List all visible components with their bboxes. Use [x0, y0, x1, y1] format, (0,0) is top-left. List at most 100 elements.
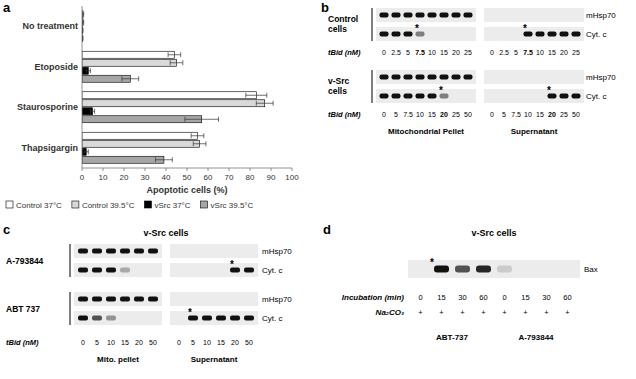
- band: [230, 316, 240, 321]
- error-cap: [266, 93, 267, 98]
- band: [572, 13, 581, 18]
- error-bar: [191, 133, 204, 138]
- panel-letter: c: [3, 222, 10, 237]
- error-cap: [182, 60, 183, 65]
- error-cap: [90, 109, 91, 114]
- error-cap: [83, 20, 84, 25]
- band: [416, 94, 425, 99]
- band: [500, 75, 509, 80]
- band: [416, 75, 425, 80]
- row-label: Cyt. c: [586, 92, 606, 101]
- x-tick: [187, 168, 188, 171]
- band: [560, 94, 569, 99]
- band: [78, 297, 88, 302]
- x-tick: [124, 168, 125, 171]
- lane-label: +: [544, 308, 549, 317]
- band: [244, 249, 254, 254]
- x-tick-label: 0: [80, 173, 85, 182]
- lane-label: 25: [560, 111, 568, 118]
- band: [524, 13, 533, 18]
- band: [488, 75, 497, 80]
- x-tick: [292, 168, 293, 171]
- lane-label: 15: [428, 111, 436, 118]
- lane-label: +: [502, 308, 507, 317]
- error-cap: [191, 133, 192, 138]
- band: [536, 13, 545, 18]
- band: [428, 75, 437, 80]
- lane-label: 25: [464, 49, 472, 56]
- band: [572, 32, 581, 37]
- lane-label: +: [439, 308, 444, 317]
- x-tick-label: 50: [183, 173, 192, 182]
- band: [380, 13, 389, 18]
- band: [230, 297, 240, 302]
- lane-label: 15: [437, 293, 445, 302]
- bar: [82, 132, 198, 139]
- asterisk: *: [415, 23, 419, 34]
- treatment-label: A-793844: [518, 333, 554, 342]
- band: [216, 268, 226, 273]
- error-cap: [273, 101, 274, 106]
- band: [216, 249, 226, 254]
- asterisk: *: [523, 23, 527, 34]
- band: [548, 75, 557, 80]
- section-label: Mitochondrial Pellet: [388, 127, 464, 136]
- band: [134, 249, 144, 254]
- band: [416, 13, 425, 18]
- row-label: Cyt. c: [262, 266, 282, 275]
- bracket: [70, 292, 71, 325]
- error-cap: [94, 109, 95, 114]
- band: [548, 13, 557, 18]
- x-tick-label: 10: [99, 173, 108, 182]
- lane-label: +: [481, 308, 486, 317]
- x-tick: [229, 168, 230, 171]
- lane-label: +: [565, 308, 570, 317]
- blot-strip: [376, 70, 476, 84]
- panel-letter: d: [323, 222, 331, 237]
- lane-label: 60: [563, 293, 571, 302]
- error-bar: [185, 117, 219, 122]
- error-cap: [155, 157, 156, 162]
- band: [452, 13, 461, 18]
- band: [572, 75, 581, 80]
- error-cap: [203, 133, 204, 138]
- bar: [82, 100, 265, 107]
- band: [536, 32, 545, 37]
- error-bar: [86, 68, 90, 73]
- legend-swatch: [6, 201, 13, 208]
- lane-label: 20: [548, 111, 556, 118]
- band: [106, 268, 116, 273]
- section-label: Supernatant: [511, 127, 558, 136]
- lane-label: 10: [107, 339, 115, 346]
- blot-strip: [484, 8, 584, 22]
- lane-label: 30: [458, 293, 466, 302]
- error-cap: [193, 141, 194, 146]
- band: [148, 297, 158, 302]
- band: [560, 75, 569, 80]
- blot-strip: [170, 244, 258, 258]
- band: [488, 32, 497, 37]
- band: [174, 249, 184, 254]
- bar: [82, 59, 177, 66]
- lane-label: 10: [536, 49, 544, 56]
- band: [92, 297, 102, 302]
- band: [428, 94, 437, 99]
- x-axis-label: Apoptotic cells (%): [146, 185, 227, 195]
- band: [464, 75, 473, 80]
- x-tick-label: 100: [285, 173, 299, 182]
- error-line: [156, 159, 173, 160]
- lane-label: +: [523, 308, 528, 317]
- band: [216, 297, 226, 302]
- band: [188, 297, 198, 302]
- section-label: Supernatant: [191, 355, 238, 364]
- band: [539, 266, 554, 273]
- band: [174, 316, 184, 321]
- legend-label: Control 37°C: [16, 201, 62, 210]
- blot-strip: [484, 70, 584, 84]
- lane-label: 0: [382, 111, 386, 118]
- panel-letter: a: [3, 0, 11, 15]
- band: [464, 32, 473, 37]
- legend-swatch: [72, 201, 79, 208]
- band: [392, 13, 401, 18]
- bar: [82, 156, 164, 163]
